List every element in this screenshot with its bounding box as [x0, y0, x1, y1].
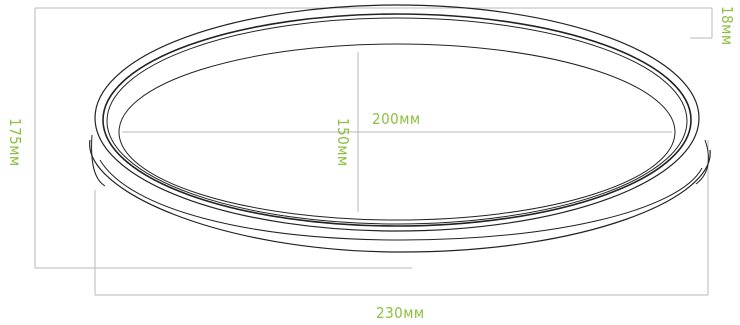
base-flange-side-left [91, 134, 106, 187]
inner-width-label: 200мм [372, 110, 421, 128]
rim-outer-top [94, 4, 700, 232]
base-flange-side-right [695, 139, 709, 185]
inner-opening [118, 43, 676, 221]
rim-inner-second [106, 17, 688, 225]
rim-inner-top [102, 13, 692, 227]
base-flange-outer [89, 139, 711, 253]
ring-outlines [89, 4, 711, 253]
outer-width-label: 230мм [376, 304, 425, 322]
outer-depth-label: 175мм [6, 118, 24, 167]
base-flange-inner [99, 159, 703, 241]
rim-height-label: 18мм [718, 6, 736, 46]
dimension-lines [34, 7, 713, 296]
inner-depth-label: 150мм [334, 118, 352, 167]
